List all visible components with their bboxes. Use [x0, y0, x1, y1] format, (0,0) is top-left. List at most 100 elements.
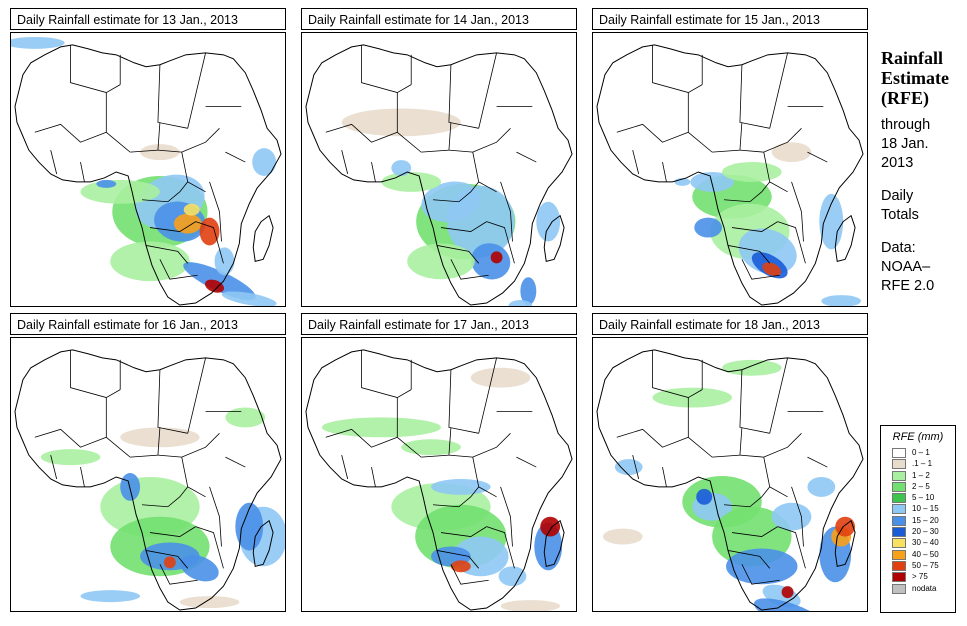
data-source: NOAA– — [881, 259, 931, 275]
rainfall-area — [722, 359, 782, 376]
country-border — [632, 150, 640, 175]
africa-map-svg — [11, 36, 282, 306]
rainfall-area — [163, 556, 176, 569]
africa-coastline — [305, 349, 573, 611]
legend-label: nodata — [912, 583, 937, 593]
rainfall-area — [722, 162, 782, 182]
legend-label: .1 – 1 — [912, 459, 933, 469]
map-panel-16-jan: Daily Rainfall estimate for 16 Jan., 201… — [10, 313, 286, 612]
country-border — [807, 456, 828, 468]
rainfall-area — [726, 548, 798, 585]
country-border — [433, 486, 480, 508]
country-border — [361, 44, 412, 93]
legend-swatch — [892, 504, 906, 515]
country-border — [195, 221, 224, 264]
country-border — [616, 428, 689, 448]
map-panel-14-jan: Daily Rainfall estimate for 14 Jan., 201… — [301, 8, 577, 307]
country-border — [436, 245, 480, 264]
rainfall-area — [781, 586, 794, 599]
country-border — [741, 564, 780, 585]
rainfall-area — [540, 516, 561, 537]
legend-title: RFE (mm) — [892, 431, 944, 443]
country-border — [516, 456, 537, 468]
rainfall-area — [225, 407, 266, 428]
country-border — [70, 44, 121, 93]
country-border — [157, 369, 188, 434]
legend-swatch — [892, 583, 906, 594]
legend-swatch — [892, 549, 906, 560]
legend-item: 0 – 1 — [881, 448, 955, 459]
country-border — [440, 526, 487, 537]
madagascar-coastline — [834, 214, 856, 262]
africa-map-svg — [305, 44, 573, 306]
country-border — [731, 526, 778, 537]
country-border — [149, 221, 196, 232]
country-border — [159, 259, 198, 280]
country-border — [777, 221, 806, 264]
country-border — [149, 526, 196, 537]
legend-label: 5 – 10 — [912, 493, 935, 503]
rainfall-area — [235, 502, 264, 551]
country-border — [325, 123, 398, 143]
country-border — [105, 397, 131, 458]
country-border — [712, 427, 743, 458]
legend-label: 1 – 2 — [912, 470, 930, 480]
panel-title: Daily Rainfall estimate for 18 Jan., 201… — [592, 313, 868, 335]
legend-item: 1 – 2 — [881, 470, 955, 482]
rainfall-area — [391, 160, 412, 176]
country-border — [739, 128, 802, 153]
country-border — [50, 455, 58, 480]
map-panel-15-jan: Daily Rainfall estimate for 15 Jan., 201… — [592, 8, 868, 307]
country-border — [341, 455, 349, 480]
country-border — [80, 466, 85, 487]
country-border — [516, 151, 537, 163]
country-border — [687, 397, 713, 458]
country-border — [724, 486, 771, 508]
country-border — [159, 564, 198, 585]
map-panel-17-jan: Daily Rainfall estimate for 17 Jan., 201… — [301, 313, 577, 612]
country-border — [448, 128, 511, 153]
rainfall-area — [199, 217, 220, 246]
country-border — [652, 44, 703, 93]
data-label: Data: — [881, 240, 916, 256]
rainfall-area — [11, 36, 65, 49]
through-label: through — [881, 117, 931, 133]
rainfall-area — [204, 279, 225, 293]
rainfall-area — [341, 108, 461, 137]
heading-line: Estimate — [881, 68, 949, 88]
legend-item: 10 – 15 — [881, 504, 955, 515]
africa-rainfall-map — [301, 32, 577, 307]
rainfall-area — [614, 459, 643, 475]
africa-coastline — [305, 44, 573, 306]
legend-item: 50 – 75 — [881, 560, 955, 572]
rainfall-area — [771, 502, 812, 531]
rainfall-area — [173, 213, 202, 234]
country-border — [500, 486, 513, 547]
panel-title: Daily Rainfall estimate for 16 Jan., 201… — [10, 313, 286, 335]
country-border — [450, 259, 489, 280]
country-border — [70, 349, 121, 398]
country-border — [807, 151, 828, 163]
rainfall-area — [431, 478, 491, 495]
map-panel-13-jan: Daily Rainfall estimate for 13 Jan., 201… — [10, 8, 286, 307]
country-border — [687, 92, 713, 153]
panel-title: Daily Rainfall estimate for 14 Jan., 201… — [301, 8, 577, 30]
legend-label: > 75 — [912, 572, 928, 582]
country-border — [739, 64, 770, 129]
country-border — [105, 92, 131, 153]
country-border — [486, 526, 515, 569]
map-description: Rainfall Estimate (RFE) through 18 Jan. … — [881, 48, 967, 296]
country-border — [448, 433, 511, 458]
legend-label: 30 – 40 — [912, 538, 939, 548]
rainfall-area — [221, 291, 277, 306]
legend-label: 20 – 30 — [912, 527, 939, 537]
madagascar-coastline — [252, 519, 274, 567]
legend-label: 2 – 5 — [912, 481, 930, 491]
legend-label: 40 – 50 — [912, 549, 939, 559]
rainfall-area — [754, 598, 830, 611]
country-border — [662, 161, 667, 182]
rainfall-area — [536, 201, 561, 242]
legend-swatch — [892, 527, 906, 538]
country-border — [791, 486, 804, 547]
panel-title: Daily Rainfall estimate for 17 Jan., 201… — [301, 313, 577, 335]
